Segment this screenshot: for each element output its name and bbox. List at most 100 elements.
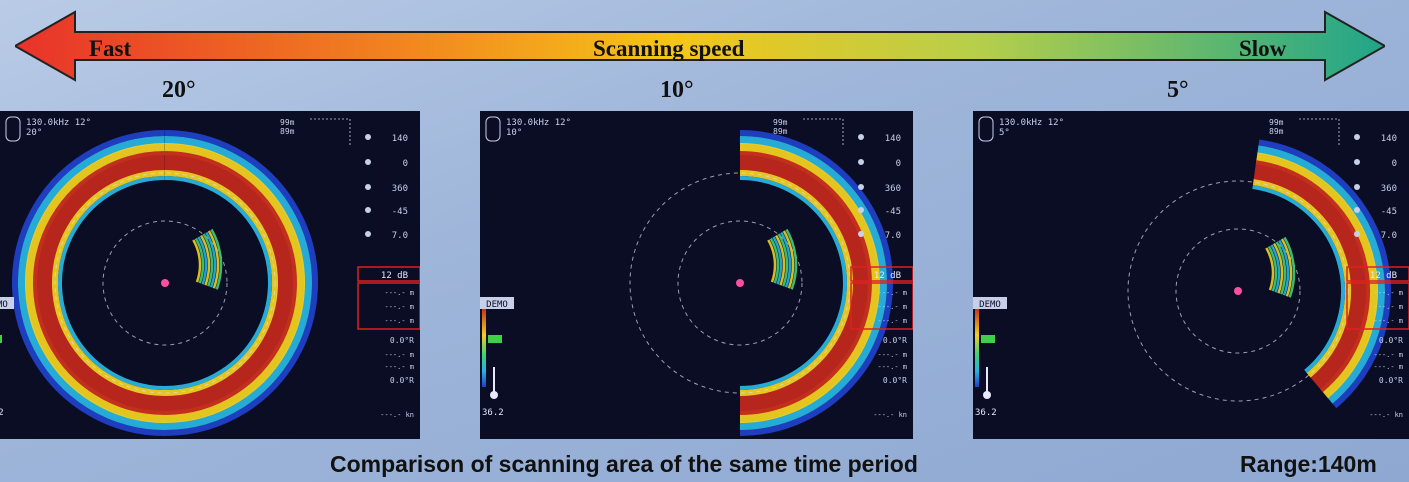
target-readout: ---.- m — [877, 317, 907, 325]
fish-school — [192, 228, 223, 290]
scale-title: Scanning speed — [593, 36, 745, 61]
comparison-caption: Comparison of scanning area of the same … — [330, 451, 918, 477]
bearing-value: 0 — [403, 159, 408, 169]
angle-label-20: 20° — [162, 77, 196, 103]
target-readout: ---.- m — [877, 289, 907, 297]
ratio-value: 7.0 — [885, 231, 901, 241]
bearing-value: 0 — [896, 159, 901, 169]
fish-school — [1265, 236, 1296, 298]
track-readout: ---.- m — [877, 363, 907, 371]
status-sidebar: 140 0 360 -45 7.0 12 dB ---.- m ---.- m ---.- m 0… — [357, 134, 420, 419]
angle-readout-2: 0.0°R — [1379, 376, 1403, 385]
gain-box — [1346, 266, 1409, 282]
gain-box — [357, 266, 420, 282]
color-scale — [482, 307, 486, 387]
vessel-icon — [485, 116, 501, 142]
thermometer-icon — [490, 391, 498, 399]
track-readout: ---.- m — [1373, 363, 1403, 371]
target-box — [1346, 282, 1409, 330]
ratio-value: 7.0 — [392, 231, 408, 241]
target-readout: ---.- m — [1373, 289, 1403, 297]
ratio-value: 7.0 — [1381, 231, 1397, 241]
frequency-readout: 130.0kHz 12° — [999, 118, 1064, 128]
depth-readout-1: 99m — [1269, 118, 1284, 127]
target-readout: ---.- m — [877, 303, 907, 311]
range-rings — [1127, 180, 1349, 402]
angle-label-10: 10° — [660, 77, 694, 103]
demo-badge — [0, 297, 14, 309]
gain-box — [850, 266, 913, 282]
track-readout: ---.- m — [877, 351, 907, 359]
fast-label: Fast — [89, 36, 132, 61]
sector-value: 360 — [1381, 184, 1397, 194]
track-readout: ---.- m — [384, 363, 414, 371]
track-readout: ---.- m — [384, 351, 414, 359]
depth-readout-1: 99m — [280, 118, 295, 127]
target-readout: ---.- m — [1373, 317, 1403, 325]
vessel-icon — [5, 116, 21, 142]
speed-gradient-arrow — [15, 10, 1385, 82]
range-value: 140 — [1381, 134, 1397, 144]
scan-step-readout: 10° — [506, 128, 522, 138]
speed-readout: ---.- kn — [1369, 411, 1403, 419]
demo-label: DEMO — [979, 300, 1001, 310]
frequency-readout: 130.0kHz 12° — [26, 118, 91, 128]
scan-step-readout: 20° — [26, 128, 42, 138]
own-ship-icon — [161, 279, 169, 287]
frequency-readout: 130.0kHz 12° — [506, 118, 571, 128]
demo-badge — [480, 297, 514, 309]
track-readout: ---.- m — [1373, 351, 1403, 359]
target-box — [850, 282, 913, 330]
temperature-readout: 36.2 — [975, 408, 997, 418]
range-rings — [629, 172, 851, 394]
sector-value: 360 — [392, 184, 408, 194]
sonar-panel-10: 130.0kHz 12° 10° 99m 89m 140 0 360 -45 7.0 12 dB -… — [480, 111, 913, 439]
echo-ring — [1252, 139, 1391, 409]
tilt-value: -45 — [1381, 207, 1397, 217]
target-readout: ---.- m — [384, 317, 414, 325]
scan-step-readout: 5° — [999, 128, 1010, 138]
target-readout: ---.- m — [1373, 303, 1403, 311]
status-sidebar: 140 0 360 -45 7.0 12 dB ---.- m ---.- m ---.- m 0… — [1346, 134, 1409, 419]
color-scale — [975, 307, 979, 387]
depth-readout-1: 99m — [773, 118, 788, 127]
sonar-panel-5: 130.0kHz 12° 5° 99m 89m 140 0 360 -45 7.0 12 dB --… — [973, 111, 1409, 439]
speed-readout: ---.- kn — [873, 411, 907, 419]
gain-readout: 12 dB — [874, 271, 901, 281]
angle-readout-2: 0.0°R — [883, 376, 907, 385]
speed-readout: ---.- kn — [380, 411, 414, 419]
gain-readout: 12 dB — [1370, 271, 1397, 281]
demo-badge — [973, 297, 1007, 309]
tilt-value: -45 — [885, 207, 901, 217]
angle-readout: 0.0°R — [1379, 336, 1403, 345]
status-sidebar: 140 0 360 -45 7.0 12 dB ---.- m ---.- m ---.- m 0… — [850, 134, 913, 419]
scanning-speed-scale: Fast Scanning speed Slow — [15, 10, 1385, 82]
angle-readout: 0.0°R — [883, 336, 907, 345]
vessel-icon — [978, 116, 994, 142]
temperature-readout: 36.2 — [0, 408, 4, 418]
target-readout: ---.- m — [384, 289, 414, 297]
demo-label: DEMO — [486, 300, 508, 310]
sector-value: 360 — [885, 184, 901, 194]
slow-label: Slow — [1239, 36, 1287, 61]
bearing-value: 0 — [1392, 159, 1397, 169]
angle-label-5: 5° — [1167, 77, 1189, 103]
range-value: 140 — [392, 134, 408, 144]
demo-label: DEMO — [0, 300, 8, 310]
sonar-panel-20: 130.0kHz 12° 20° 99m 89m 140 0 360 -45 7.0 12 dB -… — [0, 111, 420, 439]
range-caption: Range:140m — [1240, 451, 1377, 477]
temperature-readout: 36.2 — [482, 408, 504, 418]
range-value: 140 — [885, 134, 901, 144]
thermometer-icon — [983, 391, 991, 399]
target-readout: ---.- m — [384, 303, 414, 311]
depth-readout-2: 89m — [280, 127, 295, 136]
depth-readout-2: 89m — [1269, 127, 1284, 136]
gain-readout: 12 dB — [381, 271, 408, 281]
tilt-value: -45 — [392, 207, 408, 217]
own-ship-icon — [1234, 287, 1242, 295]
angle-readout: 0.0°R — [390, 336, 414, 345]
angle-readout-2: 0.0°R — [390, 376, 414, 385]
